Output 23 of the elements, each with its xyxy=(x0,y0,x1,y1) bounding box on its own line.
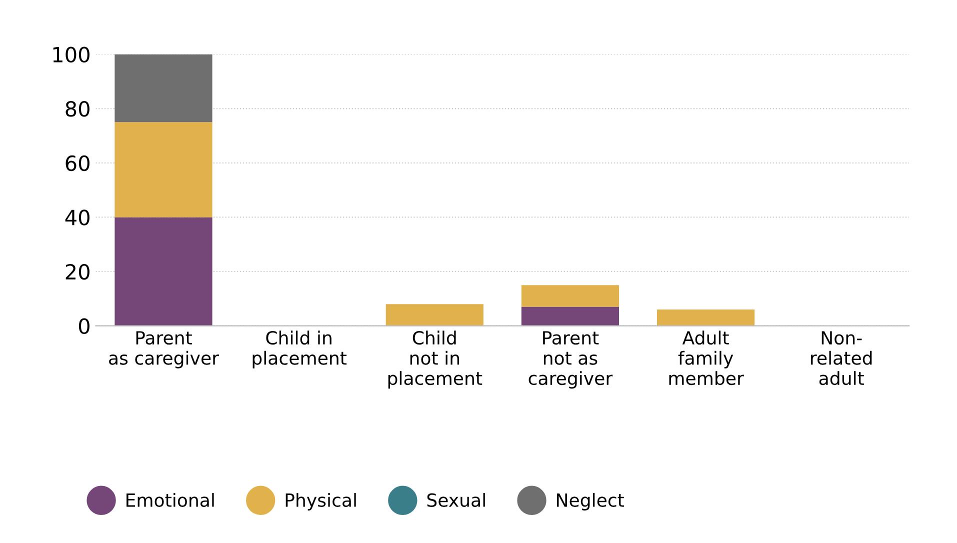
x-tick-label: Adult family member xyxy=(669,330,744,386)
legend-label: Emotional xyxy=(126,492,214,507)
y-tick-label: 0 xyxy=(78,318,90,334)
bar xyxy=(114,54,212,122)
bar xyxy=(114,217,212,326)
y-tick-label: 100 xyxy=(53,46,90,63)
bar xyxy=(656,310,755,326)
x-tick-label: Parent not as caregiver xyxy=(528,331,613,389)
legend-label: Sexual xyxy=(427,492,485,507)
bar xyxy=(521,285,620,307)
x-tick-label: Non- related adult xyxy=(811,331,872,386)
x-tick-label: Child not in placement xyxy=(388,330,482,389)
bar xyxy=(114,122,212,218)
bar xyxy=(386,304,484,326)
x-tick-label: Parent as caregiver xyxy=(109,331,219,368)
y-tick-label: 60 xyxy=(66,155,90,172)
legend-label: Physical xyxy=(286,492,356,510)
bar xyxy=(521,306,620,326)
y-tick-label: 40 xyxy=(65,210,90,226)
y-tick-label: 80 xyxy=(66,101,90,117)
x-tick-label: Child in placement xyxy=(252,330,347,368)
y-tick-label: 20 xyxy=(66,264,90,280)
legend-label: Neglect xyxy=(556,492,624,510)
